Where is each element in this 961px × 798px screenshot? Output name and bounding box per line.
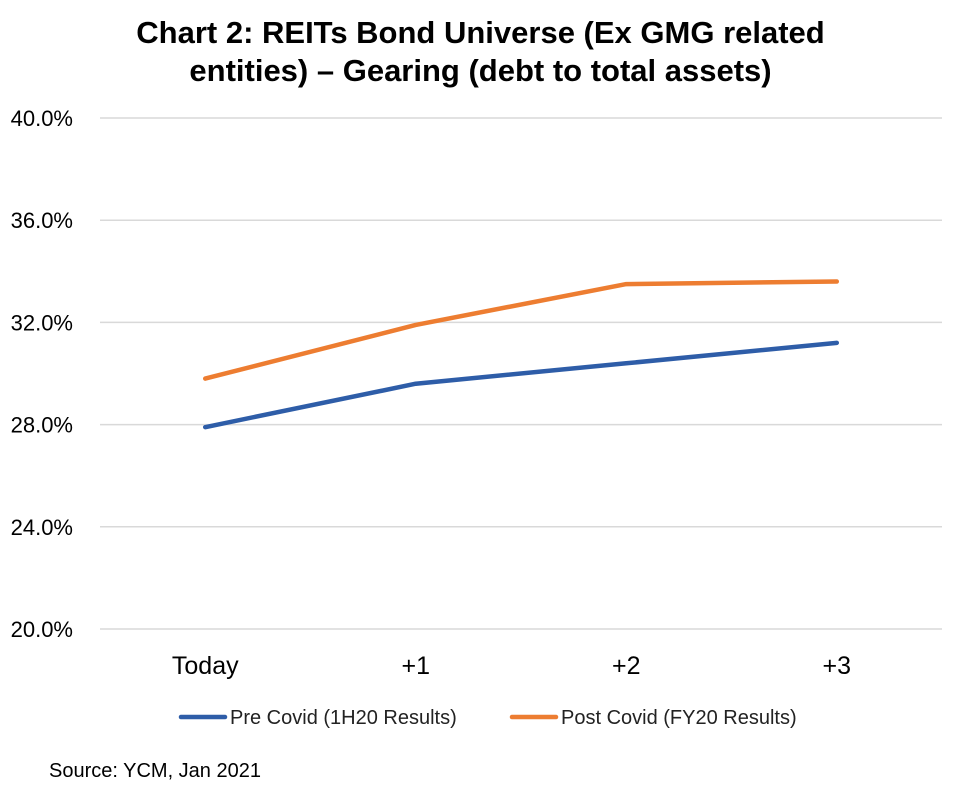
x-tick-label: Today <box>172 652 239 680</box>
x-tick-label: +1 <box>401 652 430 680</box>
data-point <box>624 361 629 366</box>
legend-label: Post Covid (FY20 Results) <box>561 707 797 729</box>
data-point <box>834 340 839 345</box>
chart-title-line-2: entities) – Gearing (debt to total asset… <box>189 53 772 88</box>
data-point <box>834 279 839 284</box>
y-tick-label: 36.0% <box>11 208 73 233</box>
gridlines <box>100 117 942 630</box>
x-tick-label: +2 <box>612 652 641 680</box>
data-point <box>624 282 629 287</box>
chart-title-line-1: Chart 2: REITs Bond Universe (Ex GMG rel… <box>136 15 825 50</box>
y-tick-label: 20.0% <box>11 617 73 642</box>
legend-label: Pre Covid (1H20 Results) <box>230 707 457 729</box>
source-note: Source: YCM, Jan 2021 <box>49 760 261 782</box>
y-axis-tick-labels: 20.0% 24.0% 28.0% 32.0% 36.0% 40.0% <box>11 106 73 642</box>
y-tick-label: 32.0% <box>11 310 73 335</box>
x-axis-tick-labels: Today +1 +2 +3 <box>172 652 851 680</box>
data-point <box>203 376 208 381</box>
y-tick-label: 40.0% <box>11 106 73 131</box>
data-point <box>413 381 418 386</box>
series-lines <box>203 279 839 430</box>
data-point <box>413 322 418 327</box>
legend: Pre Covid (1H20 Results) Post Covid (FY20… <box>178 707 797 729</box>
y-tick-label: 24.0% <box>11 515 73 540</box>
x-tick-label: +3 <box>822 652 851 680</box>
chart-title: Chart 2: REITs Bond Universe (Ex GMG rel… <box>0 14 961 90</box>
series-line-pre-covid <box>203 340 839 430</box>
y-tick-label: 28.0% <box>11 413 73 438</box>
series-line-post-covid <box>203 279 839 381</box>
data-point <box>203 425 208 430</box>
